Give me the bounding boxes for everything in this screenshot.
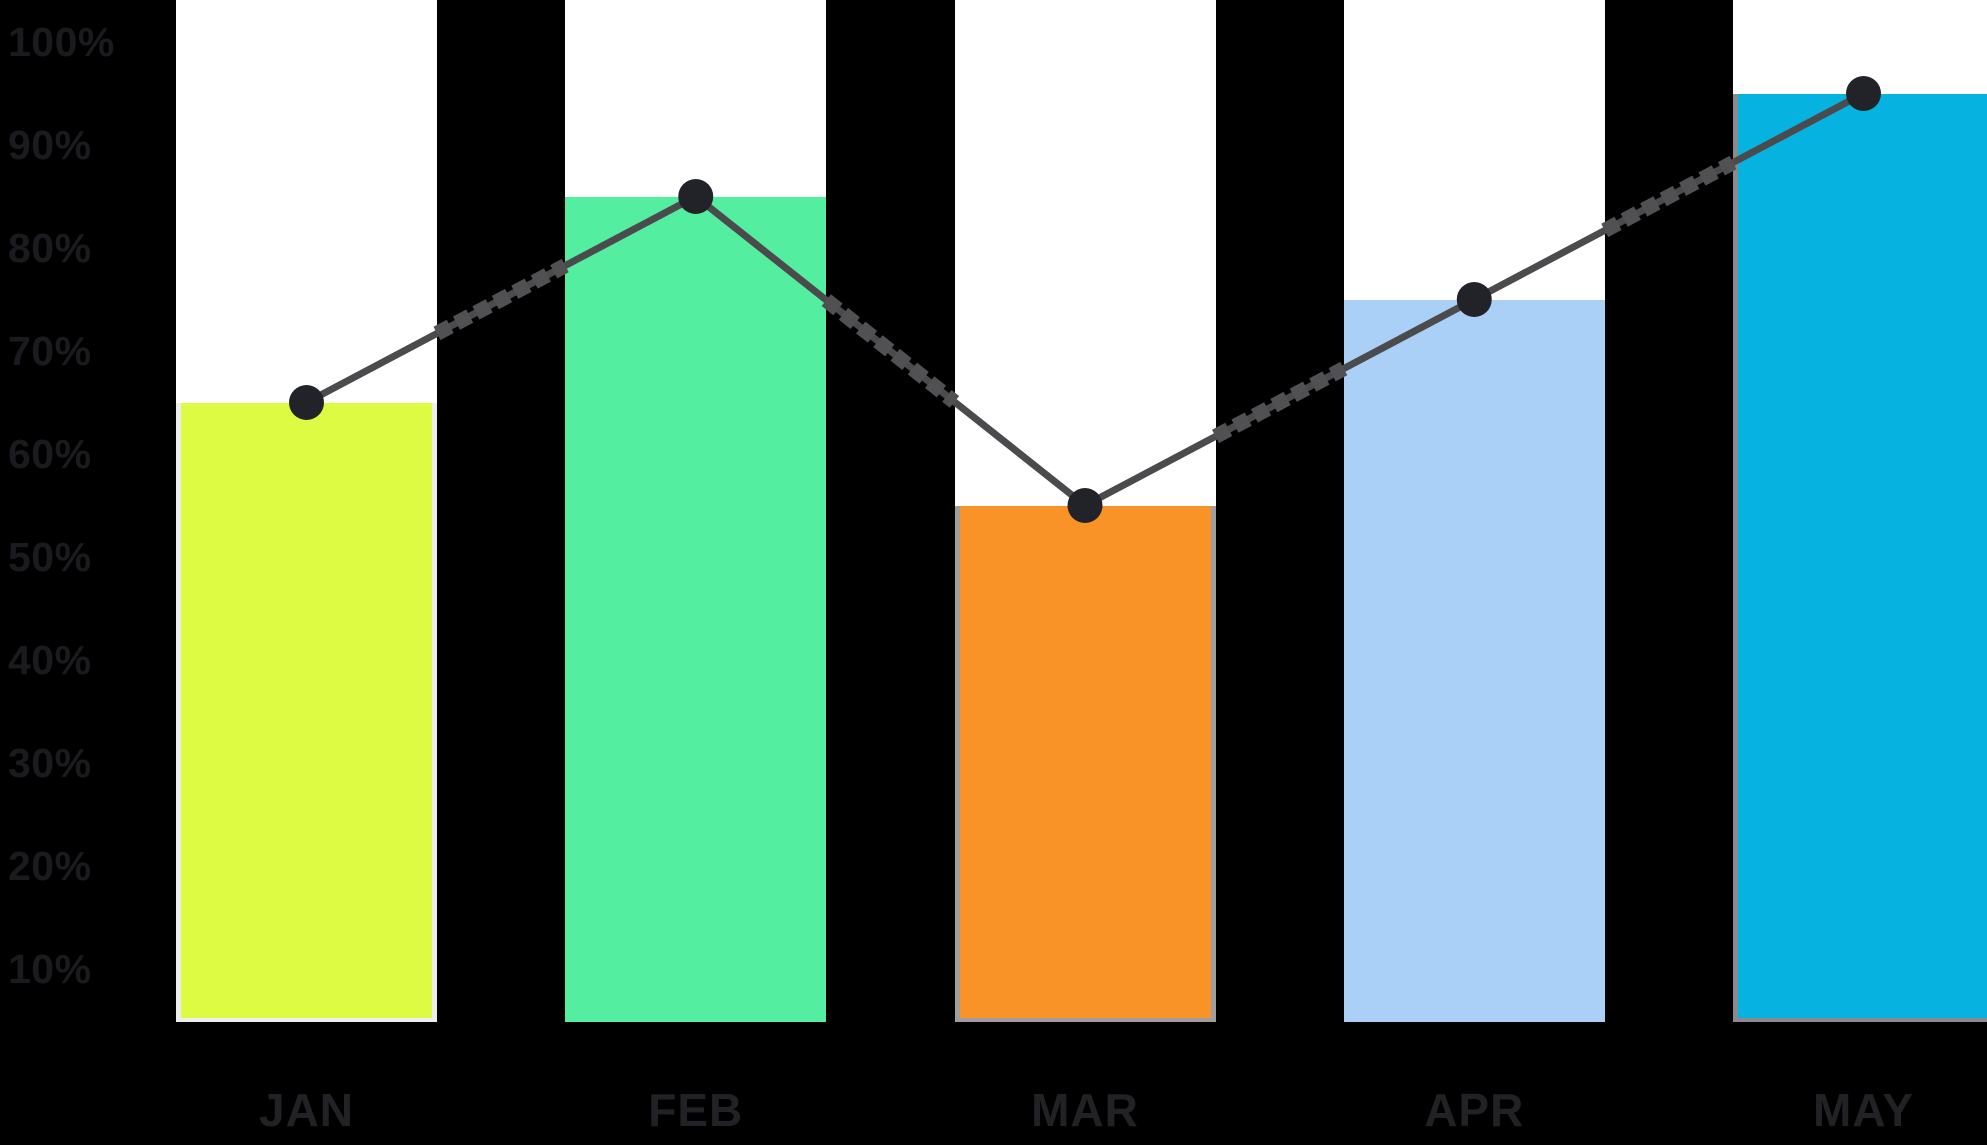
bar-mar xyxy=(954,505,1216,1022)
x-axis-label-feb: FEB xyxy=(648,1084,744,1136)
y-axis-tick-label: 20% xyxy=(8,843,92,889)
bar-jan xyxy=(176,402,437,1022)
y-axis-tick-label: 70% xyxy=(8,328,92,374)
trend-line-gap-dashes xyxy=(821,294,960,408)
y-axis-tick-label: 60% xyxy=(8,431,92,477)
y-axis-tick-label: 40% xyxy=(8,637,92,683)
x-axis-label-may: MAY xyxy=(1813,1084,1914,1136)
y-axis-tick-label: 30% xyxy=(8,740,92,786)
trend-line-gap-dashes xyxy=(433,258,569,341)
y-axis-tick-label: 100% xyxy=(8,19,115,65)
bar-track-may xyxy=(1733,0,1987,1022)
y-axis-tick-label: 80% xyxy=(8,225,92,271)
bar-track-mar xyxy=(954,0,1216,1022)
trend-line-gap-dashes xyxy=(1211,361,1348,444)
y-axis-tick-label: 50% xyxy=(8,534,92,580)
y-axis-tick-label: 10% xyxy=(8,946,92,992)
bar-track-apr xyxy=(1343,0,1605,1022)
trend-line-gap-dashes xyxy=(1601,155,1737,238)
x-axis-label-mar: MAR xyxy=(1031,1084,1139,1136)
bar-track-feb xyxy=(565,0,827,1022)
x-axis-label-apr: APR xyxy=(1424,1084,1525,1136)
bar-apr xyxy=(1343,299,1605,1022)
x-axis-label-jan: JAN xyxy=(258,1084,355,1136)
bar-track-jan xyxy=(176,0,437,1022)
bar-may xyxy=(1733,93,1987,1022)
bar-feb xyxy=(565,196,827,1022)
y-axis-tick-label: 90% xyxy=(8,122,92,168)
